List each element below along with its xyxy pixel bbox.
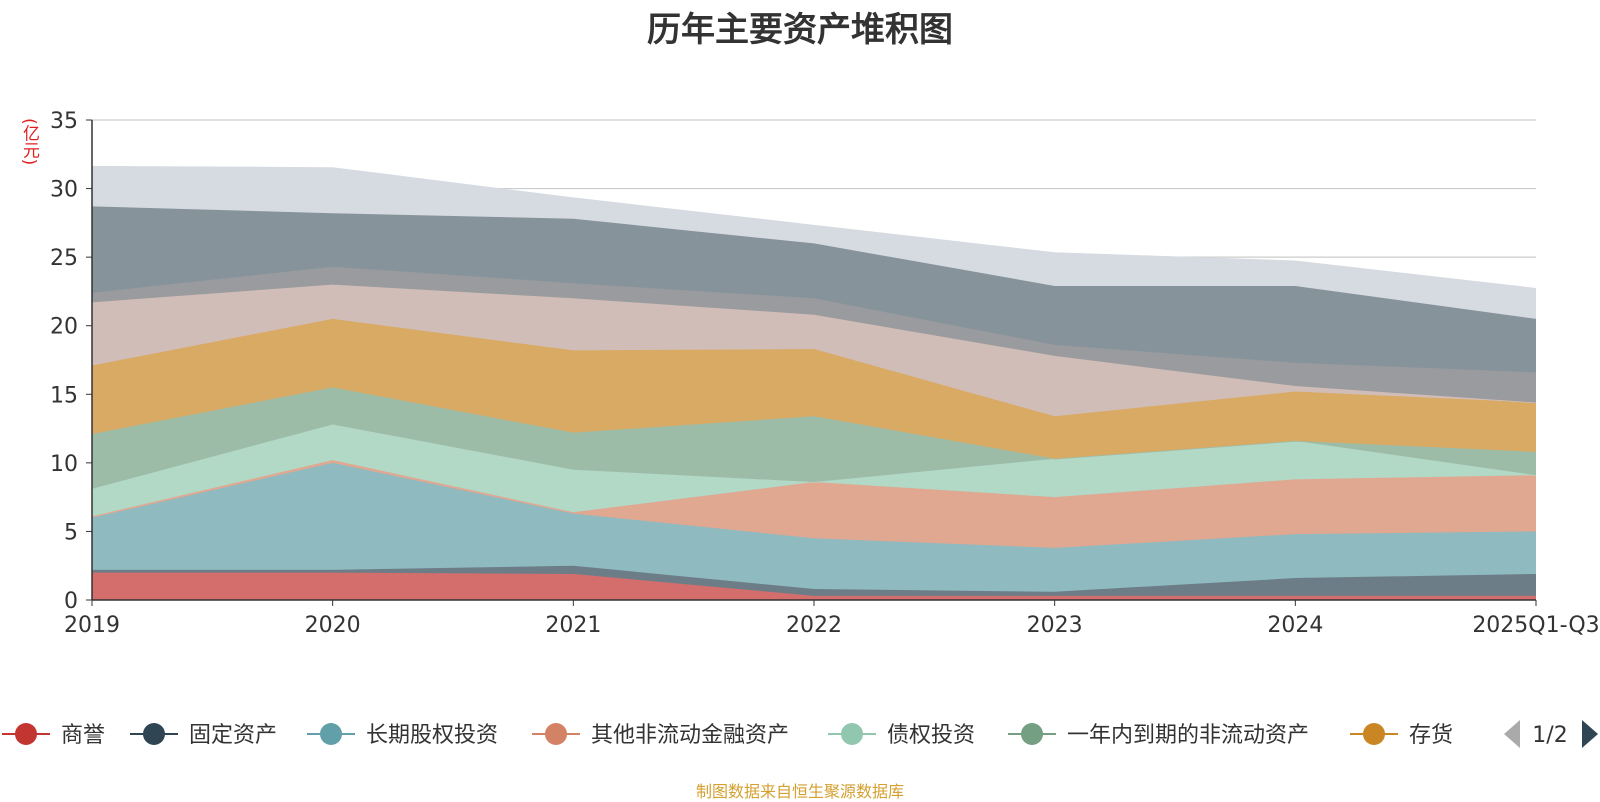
- x-tick-label: 2022: [786, 613, 842, 638]
- legend-item[interactable]: 存货: [1350, 723, 1453, 748]
- x-tick-label: 2019: [64, 613, 120, 638]
- area-series-2: [92, 462, 1536, 592]
- y-tick-label: 10: [50, 452, 78, 477]
- legend-marker-icon: [143, 723, 165, 745]
- x-tick-label: 2024: [1267, 613, 1323, 638]
- legend-label: 长期股权投资: [366, 723, 498, 748]
- pager-prev-icon[interactable]: [1504, 720, 1520, 748]
- y-tick-label: 20: [50, 315, 78, 340]
- y-tick-label: 5: [64, 520, 78, 545]
- legend-item[interactable]: 其他非流动金融资产: [532, 723, 789, 748]
- legend-item[interactable]: 固定资产: [130, 723, 277, 748]
- area-series-5: [92, 387, 1536, 489]
- pager-next-icon[interactable]: [1582, 720, 1598, 748]
- area-series-1: [92, 565, 1536, 596]
- x-tick-label: 2020: [305, 613, 361, 638]
- area-series-6: [92, 318, 1536, 459]
- y-tick-label: 25: [50, 246, 78, 271]
- legend-marker-icon: [15, 723, 37, 745]
- area-series-7: [92, 284, 1536, 417]
- x-tick-label: 2025Q1-Q3: [1472, 613, 1599, 638]
- legend-label: 债权投资: [887, 723, 975, 748]
- legend-item[interactable]: 债权投资: [828, 723, 975, 748]
- legend-marker-icon: [320, 723, 342, 745]
- x-tick-label: 2021: [545, 613, 601, 638]
- area-edge-series-10: [91, 165, 1537, 290]
- legend-label: 一年内到期的非流动资产: [1067, 723, 1309, 748]
- legend-label: 固定资产: [189, 723, 277, 748]
- legend-label: 商誉: [61, 723, 105, 748]
- legend-marker-icon: [841, 723, 863, 745]
- area-series-8: [92, 266, 1536, 403]
- legend: 商誉 固定资产 长期股权投资 其他非流动金融资产 债权投资 一年内到期的非流动资产 存货: [2, 723, 1453, 748]
- legend-marker-icon: [545, 723, 567, 745]
- legend-pager: 1/2: [1504, 720, 1598, 748]
- area-series-3: [92, 460, 1536, 548]
- legend-item[interactable]: 长期股权投资: [307, 723, 498, 748]
- y-tick-label: 30: [50, 178, 78, 203]
- chart-title: 历年主要资产堆积图: [647, 10, 953, 50]
- y-tick-label: 15: [50, 383, 78, 408]
- area-edge-series-8: [91, 265, 1537, 374]
- legend-label: 其他非流动金融资产: [591, 723, 789, 748]
- y-tick-label: 35: [50, 109, 78, 134]
- legend-marker-icon: [1363, 723, 1385, 745]
- axis-layer: 0 5 10 15 20 25 30 35 2019 2020 2021 2022 2023 2024 20…: [50, 109, 1600, 638]
- data-source-note: 制图数据来自恒生聚源数据库: [695, 782, 904, 801]
- x-tick-label: 2023: [1027, 613, 1083, 638]
- legend-item[interactable]: 一年内到期的非流动资产: [1008, 723, 1309, 748]
- y-tick-label: 0: [64, 589, 78, 614]
- legend-label: 存货: [1409, 723, 1453, 748]
- pager-label: 1/2: [1532, 723, 1567, 748]
- y-axis-unit: (亿元): [19, 118, 39, 166]
- legend-item[interactable]: 商誉: [2, 723, 105, 748]
- area-series-0: [92, 572, 1536, 600]
- area-series-9: [92, 206, 1536, 373]
- legend-marker-icon: [1021, 723, 1043, 745]
- area-series-10: [92, 166, 1536, 319]
- area-layer: [91, 165, 1537, 600]
